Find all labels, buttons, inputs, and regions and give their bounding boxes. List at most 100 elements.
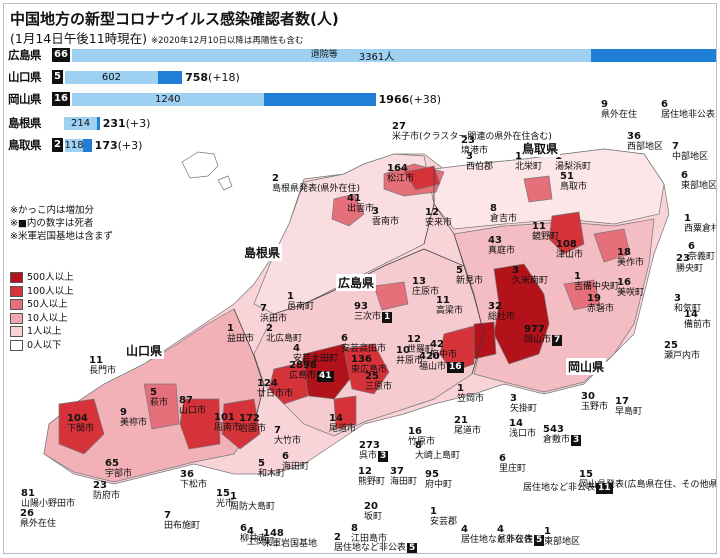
island-shape	[181, 151, 219, 179]
map-label-count: 104	[67, 413, 88, 424]
legend-swatch	[10, 326, 23, 338]
map-label: 1湯梨浜町	[555, 152, 591, 173]
map-label-count: 6	[282, 451, 289, 462]
bar-dead-count: 2	[52, 138, 63, 152]
legend-item: 100人以上	[10, 285, 113, 299]
bar-total: 173(+3)	[95, 139, 143, 152]
legend-swatch	[10, 299, 23, 311]
map-label: 95 府中町	[425, 469, 452, 491]
legend-swatch	[10, 285, 23, 297]
map-label-name: 居住地非公表	[661, 110, 716, 120]
map-label-count: 124	[257, 378, 278, 389]
map-label-name: 居住地など非公表	[523, 483, 596, 493]
bar-dead-count: 5	[52, 70, 63, 84]
map-label-count: 1	[684, 213, 691, 224]
legend: ※かっこ内は増加分 ※■内の数字は死者 ※米軍岩国基地は含まず 500人以上 100人…	[10, 204, 113, 352]
bar-row-3: 島根県 214 231(+3)	[8, 114, 150, 132]
map-label: 25 瀬戸内市	[664, 340, 700, 362]
bar-dead-count: 66	[52, 48, 70, 62]
map-label-count: 8	[415, 440, 422, 451]
bar-total: 1966(+38)	[379, 93, 441, 106]
map-label: 36 下松市	[180, 470, 207, 491]
bar-recovered-segment: 1240	[71, 92, 264, 106]
map-label-count: 36	[627, 131, 641, 142]
map-label-name: 米軍岩国基地	[263, 539, 318, 549]
map-label-name: 宇部市	[105, 469, 133, 479]
map-label-count: 42	[430, 339, 444, 350]
map-label-count: 25	[365, 371, 379, 382]
bar-recovered-value: 214	[70, 117, 91, 129]
map-label-count: 7	[274, 425, 281, 436]
map-label: 5 新見市	[456, 266, 483, 287]
map-label: 21 尾道市	[454, 416, 481, 437]
map-label-name: 山陽小野田市	[21, 499, 76, 509]
map-label: 3 矢掛町	[510, 394, 537, 415]
pref-label: 島根県	[242, 244, 283, 261]
map-label-count: 172	[239, 413, 260, 424]
map-label-count: 93	[354, 301, 368, 312]
subtitle: (1月14日午後11時現在) ※2020年12月10日以降は再陽性も含む	[10, 28, 303, 47]
legend-label: 0人以下	[27, 339, 62, 351]
map-label-count: 1	[457, 383, 464, 394]
map-label: 1 西粟倉村	[684, 213, 716, 235]
map-label: 1 周防大島町	[230, 492, 275, 513]
legend-note: ※かっこ内は増加分	[10, 205, 94, 216]
bar-recovered-segment: 3361人	[71, 48, 592, 63]
map-label: 3 久米南町	[512, 266, 548, 287]
bar-pref-name: 広島県	[8, 48, 42, 62]
map-label-name: 三次市	[354, 312, 382, 322]
map-label-count: 16	[408, 426, 422, 437]
map-label-count: 25	[664, 340, 678, 351]
map-label: 10 井原市	[396, 346, 423, 367]
map-label-deaths: 3	[571, 435, 582, 446]
bar-track: 602	[64, 70, 183, 84]
map-label-name: 真庭市	[488, 246, 516, 256]
legend-label: 100人以上	[27, 285, 74, 297]
map-label-count: 17	[615, 396, 629, 407]
map-label: 17 早島町	[615, 396, 642, 418]
map-label-name: 県外在住	[497, 535, 534, 545]
map-label-name: 里庄町	[499, 464, 527, 474]
map-label: 1 北栄町	[515, 152, 542, 173]
map-label-count: 95	[425, 469, 439, 480]
map-label-count: 30	[581, 391, 595, 402]
map-label-name: 安来市	[425, 218, 453, 228]
map-label: 81 山陽小野田市	[21, 489, 76, 510]
map-label-name: 下関市	[67, 424, 95, 434]
bar-pref-name: 鳥取県	[8, 138, 42, 152]
map-label-deaths: 5	[534, 535, 545, 546]
bar-recovered-value: 3361人	[358, 51, 395, 63]
bar-row-0: 広島県663361人退院等4265(+48)	[8, 46, 716, 64]
map-label: 4 居住地など非公表 5	[461, 524, 545, 546]
bar-active-segment	[97, 116, 100, 130]
map-label: 11 高梁市	[436, 296, 463, 317]
map-label-count: 5	[150, 387, 157, 398]
bar-total-increase: (+3)	[117, 138, 143, 152]
shimane-shape	[253, 153, 435, 315]
map-label: 1 笠岡市	[457, 383, 484, 405]
map-label-name: 岡山市	[524, 335, 552, 345]
map-label-name: 安芸太田町	[293, 354, 339, 364]
bar-active-segment	[157, 70, 183, 84]
map-label-count: 23	[676, 253, 690, 264]
map-label: 12 安来市	[425, 208, 453, 229]
map-label: 87 山口市	[179, 396, 206, 417]
legend-notes: ※かっこ内は増加分 ※■内の数字は死者 ※米軍岩国基地は含まず	[10, 204, 113, 243]
map-label-name: 県外在住	[601, 110, 638, 120]
bar-pref-name: 山口県	[8, 70, 42, 84]
pref-boundary-line	[233, 308, 265, 425]
map-label-count: 4	[461, 524, 468, 535]
map-label-name: 赤磐市	[587, 304, 615, 314]
pref-label: 鳥取県	[520, 140, 561, 157]
map-label: 1 邑南町	[287, 292, 314, 313]
map-label-count: 3	[674, 293, 681, 304]
map-label-name: 松江市	[387, 174, 415, 184]
map-label-name: 備前市	[684, 320, 712, 330]
map-label-name: 長門市	[89, 366, 117, 376]
map-label-name: 海田町	[282, 462, 310, 472]
map-label: 14 浅口市	[509, 419, 536, 440]
tottori-city-shape	[523, 175, 553, 203]
map-label: 51 鳥取市	[560, 172, 587, 193]
map-label-name: 府中市	[430, 350, 458, 360]
